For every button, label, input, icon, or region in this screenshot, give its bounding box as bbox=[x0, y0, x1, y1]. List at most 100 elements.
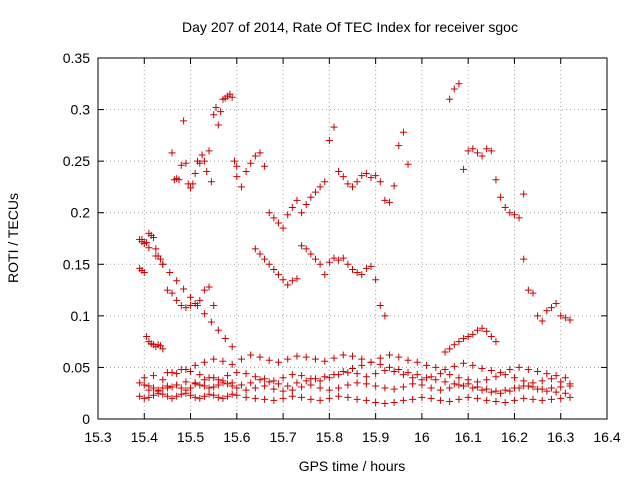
data-point bbox=[228, 390, 236, 398]
data-point bbox=[464, 332, 472, 340]
data-point bbox=[358, 361, 366, 369]
data-point bbox=[390, 385, 398, 393]
data-point bbox=[455, 395, 463, 403]
data-point bbox=[143, 239, 151, 247]
y-tick-label: 0.25 bbox=[63, 153, 90, 169]
data-point bbox=[399, 396, 407, 404]
data-point bbox=[177, 302, 185, 310]
data-point bbox=[270, 214, 278, 222]
data-point bbox=[173, 296, 181, 304]
data-point bbox=[163, 286, 171, 294]
data-point bbox=[140, 381, 148, 389]
data-point bbox=[207, 178, 215, 186]
data-point bbox=[163, 384, 171, 392]
x-axis-label: GPS time / hours bbox=[299, 458, 406, 474]
data-point bbox=[237, 381, 245, 389]
data-point bbox=[156, 255, 164, 263]
data-point bbox=[413, 371, 421, 379]
data-point bbox=[256, 353, 264, 361]
data-point bbox=[497, 389, 505, 397]
data-point bbox=[487, 332, 495, 340]
data-point bbox=[506, 209, 514, 217]
data-point bbox=[150, 384, 158, 392]
data-point bbox=[557, 378, 565, 386]
data-point bbox=[483, 396, 491, 404]
data-point bbox=[251, 384, 259, 392]
data-point bbox=[529, 379, 537, 387]
data-point bbox=[265, 356, 273, 364]
data-point bbox=[219, 357, 227, 365]
data-point bbox=[501, 386, 509, 394]
data-point bbox=[381, 367, 389, 375]
data-point bbox=[200, 392, 208, 400]
data-point bbox=[353, 370, 361, 378]
data-point bbox=[180, 285, 188, 293]
data-point bbox=[520, 377, 528, 385]
data-point bbox=[293, 352, 301, 360]
data-point bbox=[274, 380, 282, 388]
data-point bbox=[233, 162, 241, 170]
data-point bbox=[372, 276, 380, 284]
data-point bbox=[242, 386, 250, 394]
data-point bbox=[150, 233, 158, 241]
data-point bbox=[302, 377, 310, 385]
x-tick-label: 15.4 bbox=[131, 429, 158, 445]
data-point bbox=[140, 374, 148, 382]
x-tick-label: 15.6 bbox=[223, 429, 250, 445]
data-point bbox=[316, 183, 324, 191]
data-point bbox=[224, 372, 232, 380]
data-point bbox=[311, 375, 319, 383]
x-tick-labels: 15.3 15.4 15.5 15.6 15.7 15.8 15.9 16 16.1 16.2 16… bbox=[84, 429, 620, 445]
data-point bbox=[251, 394, 259, 402]
data-point bbox=[214, 326, 222, 334]
data-point bbox=[404, 369, 412, 377]
data-point bbox=[344, 260, 352, 268]
data-point bbox=[492, 387, 500, 395]
data-point bbox=[344, 381, 352, 389]
data-point bbox=[191, 299, 199, 307]
data-point bbox=[557, 312, 565, 320]
data-point bbox=[515, 214, 523, 222]
data-point bbox=[284, 382, 292, 390]
data-point bbox=[349, 183, 356, 191]
data-point bbox=[237, 183, 245, 191]
data-point bbox=[256, 376, 264, 384]
data-point bbox=[561, 314, 569, 322]
data-point bbox=[279, 276, 287, 284]
data-point bbox=[483, 376, 491, 384]
data-point bbox=[367, 358, 375, 366]
data-point bbox=[182, 159, 190, 167]
data-point bbox=[279, 224, 287, 232]
data-point bbox=[450, 341, 458, 349]
data-point bbox=[483, 145, 491, 153]
data-point bbox=[367, 262, 375, 270]
data-point bbox=[311, 255, 319, 263]
y-tick-label: 0 bbox=[82, 411, 90, 427]
data-point bbox=[251, 152, 259, 160]
data-point bbox=[150, 372, 158, 380]
data-point bbox=[464, 376, 472, 384]
data-point bbox=[316, 260, 324, 268]
data-point bbox=[557, 394, 565, 402]
tick-marks bbox=[97, 57, 608, 420]
data-point bbox=[200, 286, 208, 294]
data-point bbox=[210, 355, 218, 363]
data-point bbox=[173, 392, 181, 400]
grid-lines bbox=[98, 58, 607, 419]
data-point bbox=[510, 211, 518, 219]
data-point bbox=[196, 159, 204, 167]
data-point bbox=[547, 384, 555, 392]
data-point bbox=[520, 190, 528, 198]
data-point bbox=[534, 385, 542, 393]
data-point bbox=[224, 392, 232, 400]
data-point bbox=[302, 245, 310, 253]
data-point bbox=[168, 383, 176, 391]
data-point bbox=[177, 390, 185, 398]
data-point bbox=[298, 393, 306, 401]
plot-frame bbox=[97, 57, 608, 420]
data-point bbox=[404, 356, 412, 364]
data-point bbox=[478, 152, 486, 160]
data-point bbox=[168, 394, 176, 402]
data-point bbox=[177, 161, 185, 169]
data-point bbox=[200, 376, 208, 384]
